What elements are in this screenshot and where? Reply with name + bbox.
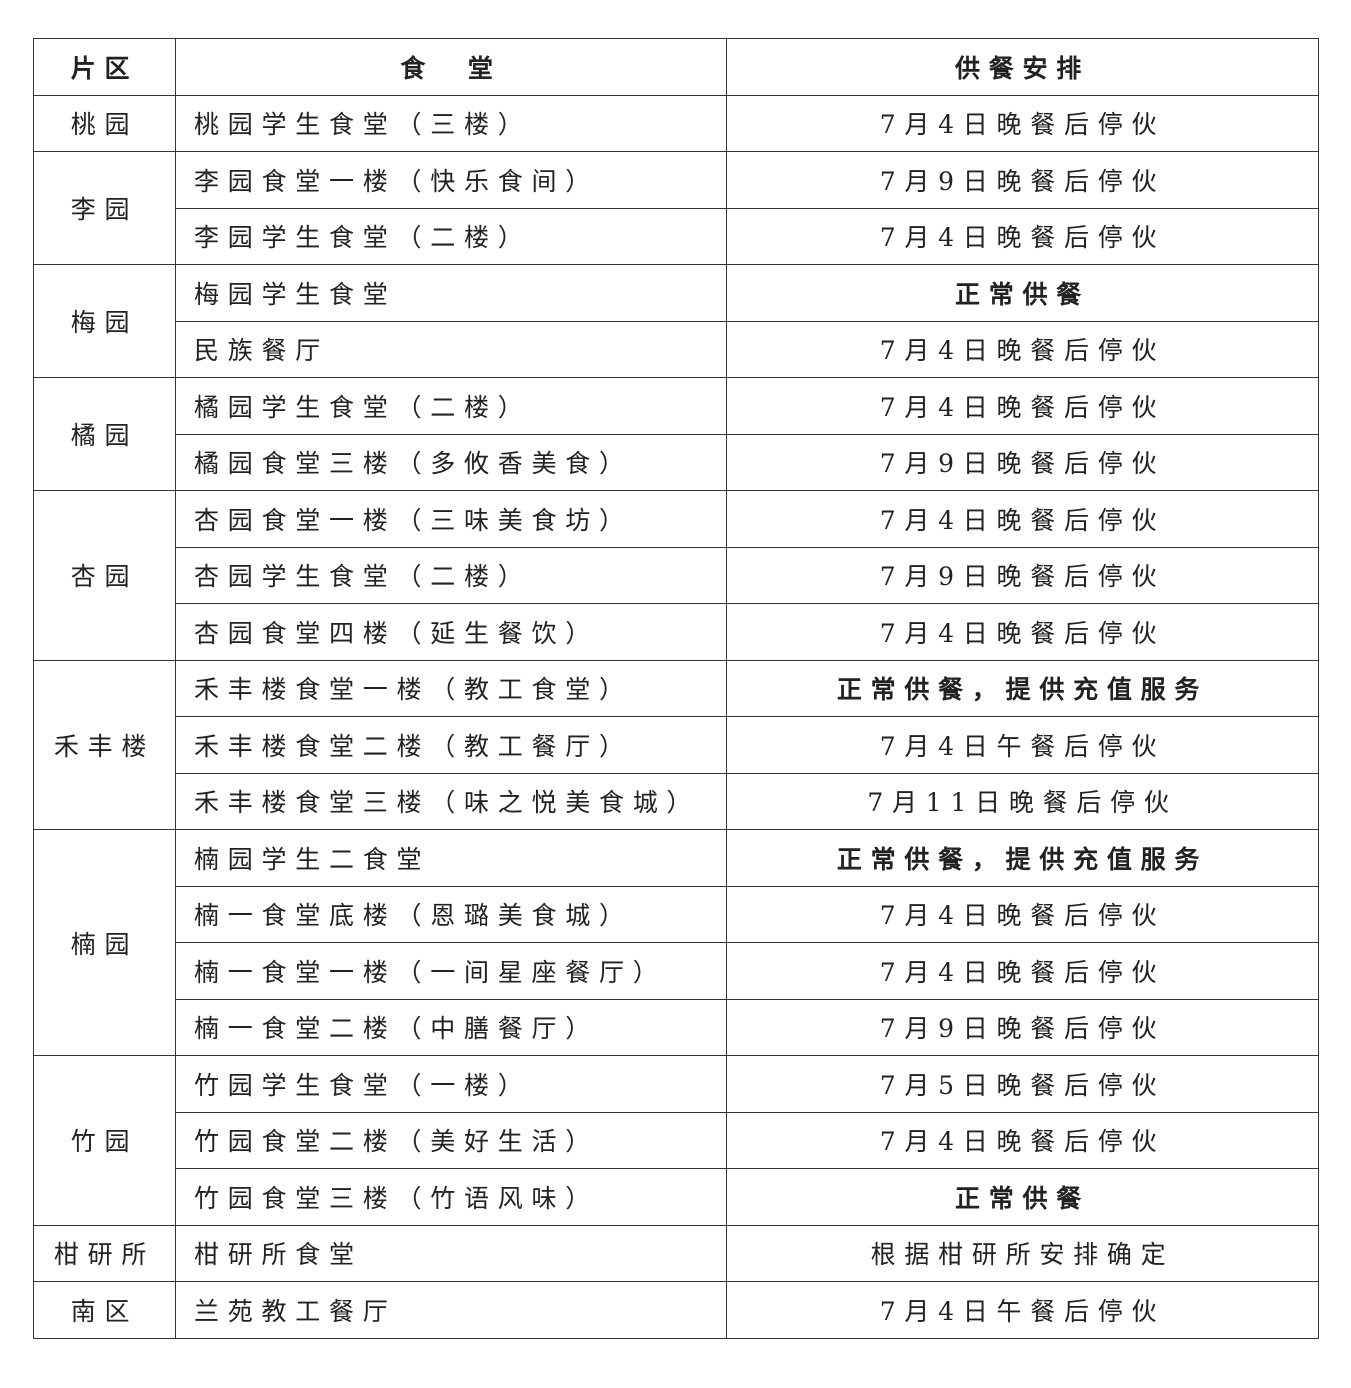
table-row: 楠一食堂二楼（中膳餐厅） 7月9日晚餐后停伙: [34, 998, 1319, 1056]
schedule-cell: 7月9日晚餐后停伙: [726, 433, 1319, 491]
canteen-cell: 桃园学生食堂（三楼）: [175, 94, 727, 152]
area-cell: 柑研所: [33, 1224, 176, 1282]
area-cell: 竹园: [33, 1055, 176, 1226]
schedule-cell: 7月4日晚餐后停伙: [726, 94, 1319, 152]
area-cell: 桃园: [33, 94, 176, 152]
schedule-cell: 正常供餐，提供充值服务: [726, 659, 1319, 717]
canteen-cell: 楠一食堂底楼（恩璐美食城）: [175, 885, 727, 943]
schedule-cell: 7月4日午餐后停伙: [726, 716, 1319, 774]
header-cell: 片区: [33, 38, 176, 96]
area-cell: 李园: [33, 151, 176, 265]
canteen-cell: 禾丰楼食堂二楼（教工餐厅）: [175, 716, 727, 774]
canteen-cell: 李园学生食堂（二楼）: [175, 207, 727, 265]
table-row: 橘园 橘园学生食堂（二楼） 7月4日晚餐后停伙: [33, 377, 1319, 491]
canteen-cell: 楠一食堂一楼（一间星座餐厅）: [175, 942, 727, 1000]
schedule-cell: 7月4日晚餐后停伙: [726, 490, 1319, 548]
canteen-cell: 竹园食堂二楼（美好生活）: [175, 1111, 727, 1169]
schedule-cell: 7月9日晚餐后停伙: [726, 546, 1319, 604]
table-row: 竹园食堂二楼（美好生活） 7月4日晚餐后停伙: [34, 1111, 1319, 1169]
canteen-cell: 杏园食堂一楼（三味美食坊）: [175, 490, 727, 548]
table-row: 桃园 桃园学生食堂（三楼） 7月4日晚餐后停伙: [33, 94, 1319, 152]
table-row: 禾丰楼食堂二楼（教工餐厅） 7月4日午餐后停伙: [34, 716, 1319, 774]
table-row: 竹园 竹园学生食堂（一楼） 7月5日晚餐后停伙: [33, 1055, 1319, 1226]
table-row: 南区 兰苑教工餐厅 7月4日午餐后停伙: [33, 1281, 1319, 1339]
schedule-cell: 7月11日晚餐后停伙: [726, 772, 1319, 830]
schedule-cell: 正常供餐: [726, 264, 1319, 322]
canteen-cell: 楠一食堂二楼（中膳餐厅）: [175, 998, 727, 1056]
canteen-cell: 兰苑教工餐厅: [175, 1281, 727, 1339]
table-row: 楠一食堂一楼（一间星座餐厅） 7月4日晚餐后停伙: [34, 942, 1319, 1000]
canteen-cell: 橘园食堂三楼（多攸香美食）: [175, 433, 727, 491]
schedule-cell: 7月4日晚餐后停伙: [726, 942, 1319, 1000]
table-row: 禾丰楼 禾丰楼食堂一楼（教工食堂） 正常供餐，提供充值服务: [33, 659, 1319, 830]
canteen-cell: 民族餐厅: [175, 320, 727, 378]
header-cell: 食 堂: [175, 38, 727, 96]
table-row: 杏园 杏园食堂一楼（三味美食坊） 7月4日晚餐后停伙: [33, 490, 1319, 661]
area-cell: 禾丰楼: [33, 659, 176, 830]
area-cell: 杏园: [33, 490, 176, 661]
schedule-cell: 正常供餐，提供充值服务: [726, 829, 1319, 887]
table-row: 禾丰楼食堂三楼（味之悦美食城） 7月11日晚餐后停伙: [34, 772, 1319, 830]
table-row: 柑研所 柑研所食堂 根据柑研所安排确定: [33, 1224, 1319, 1282]
schedule-cell: 7月4日晚餐后停伙: [726, 603, 1319, 661]
table-row: 杏园食堂四楼（延生餐饮） 7月4日晚餐后停伙: [34, 603, 1319, 661]
header-row: 片区 食 堂 供餐安排: [33, 38, 1319, 96]
canteen-cell: 禾丰楼食堂三楼（味之悦美食城）: [175, 772, 727, 830]
table-row: 李园 李园食堂一楼（快乐食间） 7月9日晚餐后停伙: [33, 151, 1319, 265]
table-row: 李园学生食堂（二楼） 7月4日晚餐后停伙: [34, 207, 1319, 265]
schedule-cell: 7月9日晚餐后停伙: [726, 998, 1319, 1056]
schedule-cell: 7月4日晚餐后停伙: [726, 885, 1319, 943]
area-cell: 南区: [33, 1281, 176, 1339]
canteen-cell: 竹园学生食堂（一楼）: [175, 1055, 727, 1113]
canteen-cell: 禾丰楼食堂一楼（教工食堂）: [175, 659, 727, 717]
canteen-cell: 杏园食堂四楼（延生餐饮）: [175, 603, 727, 661]
canteen-cell: 橘园学生食堂（二楼）: [175, 377, 727, 435]
table-row: 民族餐厅 7月4日晚餐后停伙: [34, 320, 1319, 378]
canteen-cell: 竹园食堂三楼（竹语风味）: [175, 1168, 727, 1226]
header-cell: 供餐安排: [726, 38, 1319, 96]
schedule-cell: 7月4日晚餐后停伙: [726, 320, 1319, 378]
table-row: 竹园食堂三楼（竹语风味） 正常供餐: [34, 1168, 1319, 1226]
schedule-cell: 7月4日晚餐后停伙: [726, 207, 1319, 265]
canteen-cell: 李园食堂一楼（快乐食间）: [175, 151, 727, 209]
area-cell: 梅园: [33, 264, 176, 378]
schedule-cell: 7月4日晚餐后停伙: [726, 1111, 1319, 1169]
schedule-cell: 7月4日午餐后停伙: [726, 1281, 1319, 1339]
table-body: 桃园 桃园学生食堂（三楼） 7月4日晚餐后停伙 李园 李园食堂一楼（快乐食间） 7月9日晚…: [33, 94, 1319, 1339]
table-row: 杏园学生食堂（二楼） 7月9日晚餐后停伙: [34, 546, 1319, 604]
canteen-cell: 杏园学生食堂（二楼）: [175, 546, 727, 604]
area-cell: 楠园: [33, 829, 176, 1056]
table-row: 梅园 梅园学生食堂 正常供餐: [33, 264, 1319, 378]
schedule-cell: 7月5日晚餐后停伙: [726, 1055, 1319, 1113]
table-row: 楠一食堂底楼（恩璐美食城） 7月4日晚餐后停伙: [34, 885, 1319, 943]
canteen-table: 片区 食 堂 供餐安排 桃园 桃园学生食堂（三楼） 7月4日晚餐后停伙 李园 李园食堂一…: [33, 38, 1319, 1339]
table-row: 楠园 楠园学生二食堂 正常供餐，提供充值服务: [33, 829, 1319, 1056]
schedule-cell: 正常供餐: [726, 1168, 1319, 1226]
schedule-cell: 根据柑研所安排确定: [726, 1224, 1319, 1282]
canteen-cell: 楠园学生二食堂: [175, 829, 727, 887]
table-row: 橘园食堂三楼（多攸香美食） 7月9日晚餐后停伙: [34, 433, 1319, 491]
area-cell: 橘园: [33, 377, 176, 491]
schedule-cell: 7月9日晚餐后停伙: [726, 151, 1319, 209]
canteen-cell: 柑研所食堂: [175, 1224, 727, 1282]
canteen-cell: 梅园学生食堂: [175, 264, 727, 322]
schedule-cell: 7月4日晚餐后停伙: [726, 377, 1319, 435]
